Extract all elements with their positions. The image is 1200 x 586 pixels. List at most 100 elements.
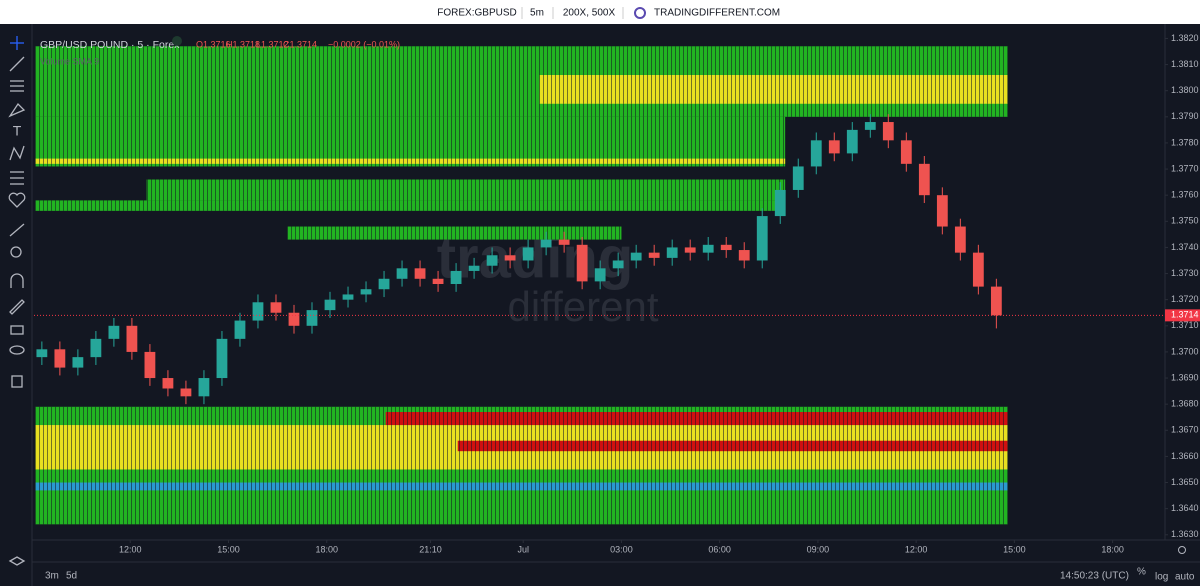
- symbol[interactable]: FOREX:GBPUSD: [437, 8, 516, 19]
- candle-body: [162, 378, 174, 389]
- candle-body: [648, 252, 660, 258]
- pattern-icon[interactable]: [9, 145, 25, 161]
- y-tick-label: 1.3750: [1171, 216, 1199, 226]
- candle-body: [612, 260, 624, 269]
- crosshair-icon[interactable]: [10, 36, 24, 50]
- x-tick-label: 06:00: [708, 544, 731, 554]
- ohlc-change: −0.0002 (−0.01%): [328, 39, 400, 49]
- toolbar-bg: [0, 24, 32, 586]
- zoom-icon[interactable]: [10, 246, 22, 258]
- y-tick-label: 1.3650: [1171, 477, 1199, 487]
- trendline-icon[interactable]: [9, 56, 25, 72]
- range-button[interactable]: 5d: [66, 571, 77, 582]
- candle-body: [900, 140, 912, 164]
- candle-body: [270, 302, 282, 313]
- site-logo: [634, 7, 646, 19]
- ohlc-high: H1.3718: [226, 39, 260, 49]
- candle-body: [630, 252, 642, 261]
- candle-body: [468, 265, 480, 271]
- clock: 14:50:23 (UTC): [1060, 571, 1129, 582]
- y-tick-label: 1.3790: [1171, 111, 1199, 121]
- y-tick-label: 1.3660: [1171, 451, 1199, 461]
- heat-zone-stripes: [385, 412, 1008, 426]
- heat-zone-stripes: [35, 482, 1008, 491]
- candle-body: [504, 255, 516, 261]
- left-toolbar: T: [0, 24, 33, 586]
- y-tick-label: 1.3780: [1171, 137, 1199, 147]
- ohlc-low: L1.3712: [256, 39, 289, 49]
- layers-icon[interactable]: [8, 556, 26, 566]
- trash-icon[interactable]: [11, 375, 23, 388]
- x-tick-label: 15:00: [1003, 544, 1026, 554]
- zoom[interactable]: 200X, 500X: [563, 8, 616, 19]
- ruler-icon[interactable]: [9, 223, 25, 237]
- candle-body: [936, 195, 948, 227]
- candle-body: [414, 268, 426, 279]
- y-tick-label: 1.3710: [1171, 320, 1199, 330]
- candle-body: [72, 357, 84, 368]
- candle-body: [954, 226, 966, 253]
- candle-body: [702, 244, 714, 253]
- candle-body: [288, 312, 300, 326]
- y-tick-label: 1.3630: [1171, 529, 1199, 539]
- draw-mode-icon[interactable]: [9, 299, 25, 315]
- candle-body: [378, 278, 390, 290]
- percent-toggle[interactable]: %: [1137, 567, 1146, 578]
- text-icon[interactable]: T: [13, 123, 22, 139]
- fib-icon[interactable]: [10, 80, 24, 92]
- log-toggle[interactable]: log: [1155, 572, 1168, 583]
- favorite-icon[interactable]: [8, 192, 26, 208]
- candle-body: [54, 349, 66, 368]
- heat-zone-stripes: [35, 116, 786, 167]
- candle-body: [864, 122, 876, 130]
- x-tick-label: 12:00: [119, 544, 142, 554]
- brush-icon[interactable]: [8, 102, 26, 118]
- candle-body: [450, 270, 462, 284]
- magnet-icon[interactable]: [10, 273, 24, 288]
- candle-body: [918, 163, 930, 196]
- x-tick-label: 15:00: [217, 544, 240, 554]
- candle-body: [972, 252, 984, 287]
- candle-body: [306, 310, 318, 326]
- candle-body: [36, 349, 48, 358]
- y-tick-label: 1.3770: [1171, 163, 1199, 173]
- y-tick-label: 1.3670: [1171, 425, 1199, 435]
- market-status: [172, 36, 182, 46]
- candle-body: [342, 294, 354, 300]
- candle-body: [720, 244, 732, 251]
- top-bar: FOREX:GBPUSD 5m 200X, 500X TRADINGDIFFER…: [0, 0, 1200, 24]
- auto-toggle[interactable]: auto: [1175, 572, 1195, 583]
- ohlc-open: O1.3716: [196, 39, 231, 49]
- x-tick-label: 09:00: [807, 544, 830, 554]
- top-bar-bg: [0, 0, 1200, 24]
- candle-body: [324, 299, 336, 311]
- candle-body: [216, 338, 228, 379]
- last-price-label: 1.3714: [1171, 310, 1199, 320]
- indicator-name: Volume SMA 9: [40, 56, 99, 66]
- x-tick-label: 18:00: [1101, 544, 1124, 554]
- x-tick-label: 03:00: [610, 544, 633, 554]
- candle-body: [756, 216, 768, 261]
- visibility-icon[interactable]: [9, 345, 25, 355]
- candle-body: [144, 351, 156, 379]
- candle-body: [810, 140, 822, 167]
- plot-area: [34, 46, 1165, 525]
- range-button[interactable]: 3m: [45, 571, 59, 582]
- candle-body: [540, 239, 552, 248]
- interval[interactable]: 5m: [530, 8, 544, 19]
- candle-body: [396, 268, 408, 279]
- forecast-icon[interactable]: [10, 171, 24, 185]
- settings-icon[interactable]: [1178, 546, 1186, 554]
- heat-zone-stripes: [35, 200, 786, 211]
- candle-body: [360, 289, 372, 295]
- x-tick-label: 18:00: [315, 544, 338, 554]
- candle-body: [576, 244, 588, 282]
- candle-body: [108, 325, 120, 339]
- candle-body: [198, 378, 210, 397]
- candle-body: [558, 239, 570, 245]
- candle-body: [684, 247, 696, 253]
- site[interactable]: TRADINGDIFFERENT.COM: [654, 8, 780, 19]
- heat-zone-stripes: [539, 75, 1008, 104]
- lock-icon[interactable]: [10, 325, 24, 335]
